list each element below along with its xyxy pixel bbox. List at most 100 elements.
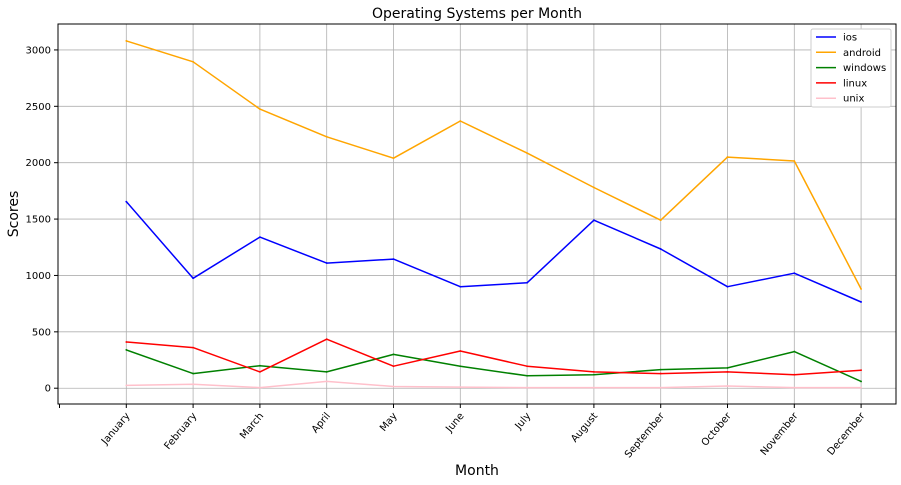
data-point-unix [726,385,729,387]
data-point-linux [259,370,261,373]
data-point-windows [793,350,796,353]
legend-box [810,28,892,108]
series-line-ios [125,201,862,303]
data-point-android [192,60,195,63]
legend-label-android: android [843,48,881,59]
data-point-windows [192,372,195,375]
data-point-unix [659,386,662,389]
data-point-android [392,157,395,160]
data-point-unix [593,386,595,389]
x-tick-label: January [99,411,132,448]
y-tick-label: 500 [32,327,51,338]
data-point-linux [726,370,729,373]
data-point-linux [392,365,395,368]
y-tick-label: 2000 [26,158,51,169]
y-tick-label: 0 [45,384,51,395]
data-point-android [125,40,128,42]
y-tick-label: 1500 [26,215,51,226]
y-tick-label: 2500 [26,102,51,113]
y-axis-title: Scores [6,191,22,238]
data-point-android [459,120,462,122]
data-point-windows [392,353,395,356]
data-point-ios [860,301,862,303]
data-point-linux [459,350,462,352]
data-point-android [325,135,328,138]
x-tick-label: June [444,411,467,436]
data-point-unix [526,386,528,389]
data-point-unix [860,386,862,389]
data-point-linux [325,338,328,341]
data-point-unix [392,385,395,388]
data-point-android [793,160,796,162]
data-point-unix [325,380,328,383]
x-tick-label: August [569,411,600,445]
data-point-android [659,219,662,222]
series-lines [125,40,862,389]
data-point-ios [325,262,328,264]
data-point-android [726,156,729,158]
x-tick-label: December [826,410,868,457]
data-point-ios [392,258,395,261]
series-line-android [126,40,862,290]
data-point-linux [659,372,662,375]
data-point-windows [259,364,261,367]
legend-label-unix: unix [843,94,864,105]
x-tick-label: April [310,411,333,436]
series-line-linux [126,338,862,376]
x-tick-label: February [162,411,199,452]
data-point-windows [593,373,595,376]
data-point-windows [325,370,328,373]
data-point-android [593,186,595,189]
series-line-unix [126,380,862,389]
data-point-android [259,108,261,111]
data-point-ios [526,281,528,284]
series-line-windows [126,349,862,383]
data-point-android [526,152,528,155]
data-point-ios [659,248,662,250]
legend-label-ios: ios [843,33,857,44]
data-point-ios [259,236,261,239]
legend-label-windows: windows [843,63,886,74]
data-point-windows [726,367,729,369]
data-point-linux [526,365,528,368]
data-point-linux [860,369,862,372]
legend-label-linux: linux [843,78,867,89]
data-point-linux [793,373,796,376]
data-point-ios [726,285,729,288]
data-point-unix [125,384,128,387]
data-point-windows [659,368,662,371]
x-tick-label: October [700,410,735,448]
data-point-unix [459,386,462,388]
data-point-unix [259,386,261,389]
data-point-linux [593,370,595,373]
data-point-windows [860,380,862,383]
legend: ios android windows linux unix [810,28,892,108]
data-point-linux [125,341,128,343]
data-point-android [860,288,862,290]
data-point-ios [459,285,462,288]
x-axis-title: Month [455,463,499,479]
data-point-windows [459,365,462,368]
data-point-windows [526,374,528,377]
data-point-linux [192,346,195,349]
x-tick-label: November [759,410,801,458]
data-point-unix [793,386,796,389]
plot-background [58,24,896,404]
y-tick-label: 3000 [26,45,51,56]
y-axis-ticks: 0 500 1000 1500 2000 2500 3000 [26,45,58,395]
data-point-ios [593,219,595,222]
plot-frame [57,23,897,405]
x-axis-ticks: January February March April May June July Augu… [59,404,868,460]
data-point-ios [125,200,128,203]
data-point-ios [192,277,195,280]
data-point-unix [192,383,195,386]
y-tick-label: 1000 [26,271,51,282]
data-point-ios [793,272,796,275]
x-tick-label: September [623,410,668,460]
chart-title: Operating Systems per Month [372,6,582,22]
x-tick-label: March [238,411,266,441]
x-tick-label: May [378,411,400,434]
x-tick-label: July [513,411,534,433]
data-point-windows [125,348,128,351]
